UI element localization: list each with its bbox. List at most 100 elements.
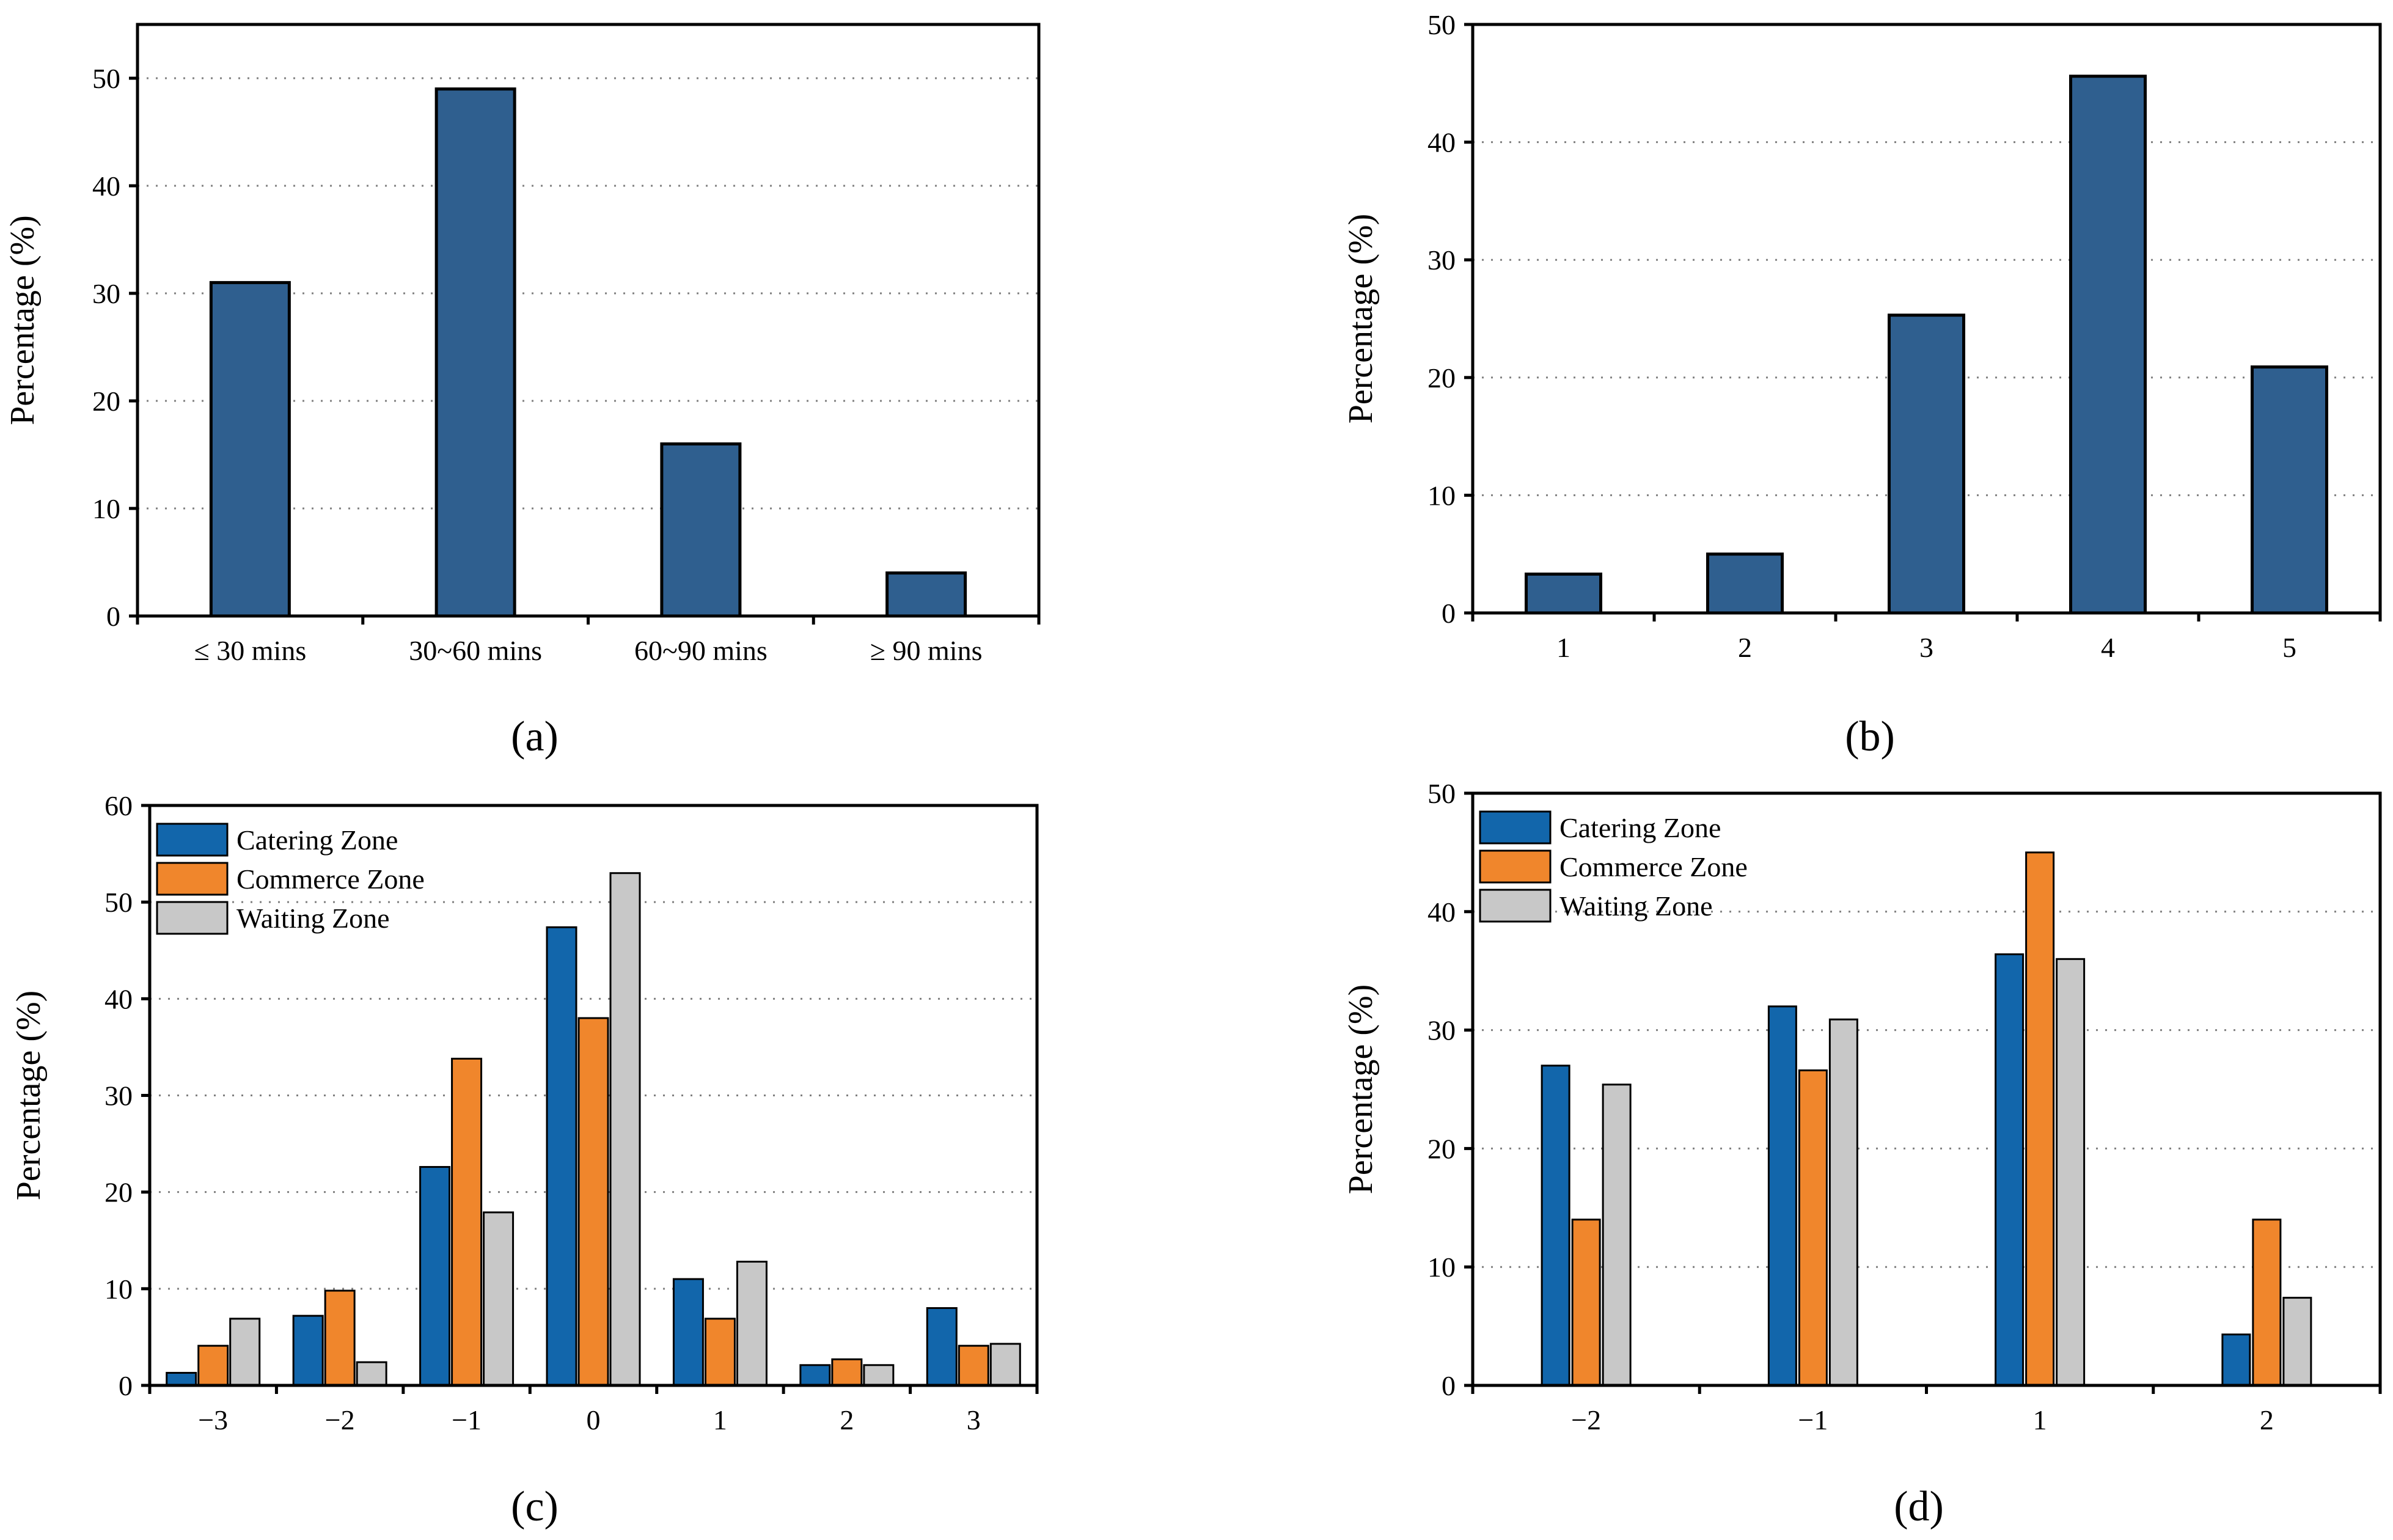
plot-frame-b	[1471, 23, 2382, 615]
legend-label-c-0: Catering Zone	[236, 824, 398, 856]
xtick-label-b-0: 1	[1556, 632, 1570, 663]
bar-c-0-4	[672, 1278, 704, 1387]
ytick-label-c-5: 50	[104, 887, 133, 918]
ytick-label-d-1: 10	[1427, 1252, 1456, 1283]
xtick-label-c-0: −3	[198, 1404, 228, 1436]
panel-a-chart: 0 10 20 30 40 50 ≤ 30 mins 30~60 mins 60~90 mins…	[4, 23, 1041, 666]
bar-c-0-3	[546, 926, 577, 1387]
bar-c-2-1	[356, 1361, 387, 1387]
panel-c-chart: 0 10 20 30 40 50 60 −3 −2 −1 0 1 2 3 Percentage (%) Cat…	[10, 790, 1039, 1436]
panel-d-chart: 0 10 20 30 40 50 −2 −1 1 2 Percentage (%) Catering …	[1342, 778, 2382, 1436]
xtick-label-d-3: 2	[2260, 1404, 2274, 1436]
legend-swatch-c-1	[156, 862, 229, 896]
bar-c-2-0	[229, 1318, 261, 1387]
xtick-label-b-3: 4	[2101, 632, 2115, 663]
bar-c-2-5	[863, 1364, 895, 1387]
legend-swatch-d-1	[1479, 849, 1552, 884]
xtick-label-d-0: −2	[1571, 1404, 1601, 1436]
bar-c-1-2	[451, 1057, 483, 1387]
bar-c-0-6	[926, 1307, 958, 1387]
bar-c-0-2	[419, 1166, 451, 1387]
ytick-label-b-4: 40	[1427, 127, 1456, 158]
bar-d-0-3	[2221, 1333, 2251, 1387]
legend-label-d-2: Waiting Zone	[1559, 890, 1713, 922]
bar-b-3	[2069, 75, 2147, 615]
bar-d-0-1	[1767, 1005, 1797, 1387]
bar-c-2-4	[736, 1261, 768, 1387]
ytick-label-d-0: 0	[1442, 1370, 1456, 1401]
ylabel-d: Percentage (%)	[1342, 985, 1380, 1195]
bar-c-1-3	[577, 1017, 609, 1387]
legend-swatch-d-0	[1479, 810, 1552, 845]
ytick-label-c-2: 20	[104, 1177, 133, 1208]
xtick-label-a-2: 60~90 mins	[634, 635, 768, 666]
legend-label-d-1: Commerce Zone	[1559, 851, 1748, 882]
xtick-label-c-3: 0	[587, 1404, 601, 1436]
ytick-label-c-4: 40	[104, 983, 133, 1014]
bar-a-0	[209, 280, 291, 618]
bar-c-1-1	[324, 1289, 356, 1387]
bar-d-1-0	[1571, 1219, 1601, 1387]
xtick-label-a-0: ≤ 30 mins	[194, 635, 307, 666]
bar-c-2-6	[989, 1343, 1021, 1387]
ytick-label-c-3: 30	[104, 1080, 133, 1112]
xtick-label-c-5: 2	[840, 1404, 854, 1436]
xtick-label-c-4: 1	[713, 1404, 727, 1436]
bar-b-4	[2251, 365, 2328, 615]
ytick-label-b-1: 10	[1427, 480, 1456, 511]
legend-label-c-2: Waiting Zone	[236, 903, 390, 934]
ytick-label-b-3: 30	[1427, 244, 1456, 276]
legend-label-c-1: Commerce Zone	[236, 864, 425, 895]
xtick-label-b-4: 5	[2282, 632, 2296, 663]
panel-b-label: (b)	[1845, 713, 1895, 760]
ytick-label-b-0: 0	[1442, 598, 1456, 629]
xtick-label-b-2: 3	[1919, 632, 1933, 663]
ytick-label-a-3: 30	[92, 278, 120, 309]
ytick-label-c-6: 60	[104, 790, 133, 821]
bar-d-2-0	[1602, 1084, 1632, 1387]
bar-d-1-1	[1798, 1069, 1828, 1387]
bar-d-2-3	[2282, 1297, 2312, 1387]
bar-d-0-0	[1541, 1065, 1570, 1387]
bar-c-2-3	[609, 872, 641, 1387]
xtick-label-a-1: 30~60 mins	[409, 635, 542, 666]
panel-d-label: (d)	[1894, 1483, 1944, 1530]
ytick-label-a-5: 50	[92, 63, 120, 94]
ytick-label-a-1: 10	[92, 493, 120, 524]
bar-d-0-2	[1995, 953, 2025, 1387]
xtick-label-c-1: −2	[325, 1404, 355, 1436]
bar-d-1-2	[2025, 851, 2055, 1387]
bar-d-2-2	[2056, 958, 2086, 1387]
ytick-label-a-2: 20	[92, 386, 120, 417]
panel-b-chart: 0 10 20 30 40 50 1 2 3 4 5 Percentage (%)	[1342, 9, 2382, 663]
ytick-label-a-4: 40	[92, 170, 120, 202]
legend-label-d-0: Catering Zone	[1559, 812, 1721, 843]
ytick-label-b-5: 50	[1427, 9, 1456, 40]
xtick-label-b-1: 2	[1738, 632, 1752, 663]
bar-c-2-2	[483, 1211, 515, 1387]
panel-c-label: (c)	[511, 1483, 559, 1530]
ytick-label-c-1: 10	[104, 1274, 133, 1305]
bar-c-1-6	[958, 1344, 989, 1387]
bar-c-1-0	[197, 1344, 229, 1387]
bar-c-0-0	[166, 1371, 197, 1387]
legend-swatch-d-2	[1479, 889, 1552, 923]
xtick-label-c-2: −1	[452, 1404, 482, 1436]
bar-b-1	[1706, 552, 1784, 615]
legend-swatch-c-2	[156, 901, 229, 935]
bar-c-0-1	[292, 1314, 324, 1387]
bar-b-2	[1888, 314, 1965, 615]
xtick-label-d-2: 1	[2033, 1404, 2047, 1436]
panel-a-label: (a)	[511, 713, 559, 760]
bar-a-3	[885, 571, 967, 618]
bar-d-2-1	[1828, 1018, 1858, 1387]
bar-c-1-5	[831, 1358, 863, 1387]
bar-d-1-3	[2252, 1219, 2282, 1387]
ytick-label-d-4: 40	[1427, 897, 1456, 928]
ylabel-a: Percentage (%)	[4, 215, 42, 425]
bar-b-0	[1525, 572, 1602, 615]
ylabel-b: Percentage (%)	[1342, 214, 1380, 424]
ytick-label-c-0: 0	[119, 1370, 133, 1401]
